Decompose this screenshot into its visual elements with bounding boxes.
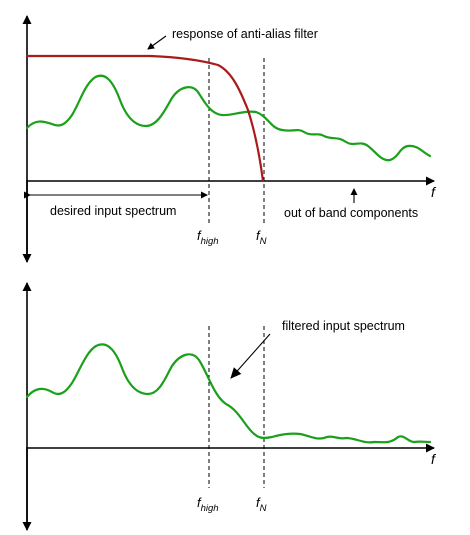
top-input-spectrum-curve: [25, 74, 432, 162]
bottom-f-N-label: fN: [256, 495, 267, 514]
filter-response-label: response of anti-alias filter: [172, 27, 318, 41]
bottom-frequency-axis-label: f: [431, 451, 437, 467]
top-f-high-label: fhigh: [197, 228, 219, 247]
top-panel: f response of anti-alias filter desired …: [22, 15, 437, 263]
out-of-band-label: out of band components: [284, 206, 418, 220]
top-anti-alias-filter-response: [25, 54, 265, 183]
bottom-f-high-label: fhigh: [197, 495, 219, 514]
top-f-N-label: fN: [256, 228, 267, 247]
filtered-spectrum-label: filtered input spectrum: [282, 319, 405, 333]
bottom-panel: f filtered input spectrum fhigh fN: [22, 282, 437, 531]
top-frequency-axis-label: f: [431, 184, 437, 200]
filtered-spectrum-pointer: [230, 333, 271, 379]
desired-spectrum-label: desired input spectrum: [50, 204, 176, 218]
filter-response-pointer: [147, 35, 167, 50]
bottom-filtered-spectrum-curve: [25, 343, 432, 444]
